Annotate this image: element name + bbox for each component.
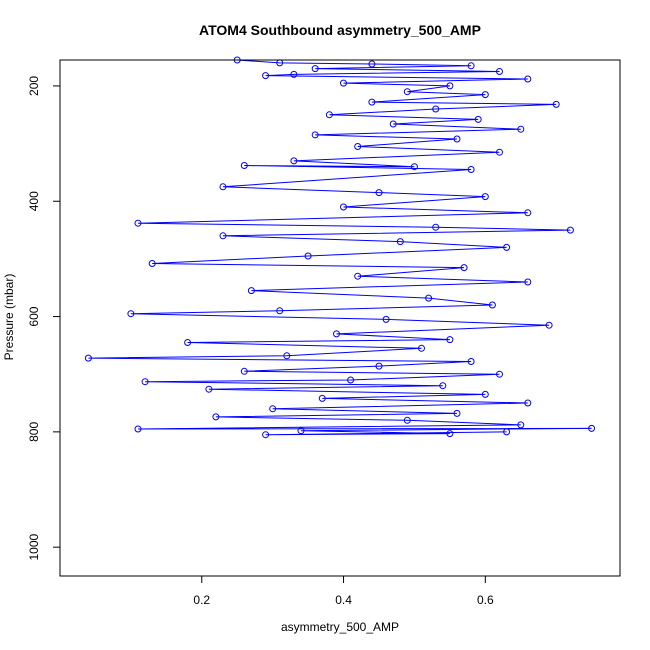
data-point: [262, 431, 270, 439]
data-point: [325, 111, 333, 119]
data-point: [205, 385, 213, 393]
data-point: [247, 287, 255, 295]
data-point: [283, 352, 291, 360]
data-point: [375, 362, 383, 370]
data-point: [488, 301, 496, 309]
data-point: [524, 278, 532, 286]
series-line: [88, 59, 592, 436]
data-point: [290, 157, 298, 165]
data-point: [517, 421, 525, 429]
data-point: [503, 243, 511, 251]
data-point: [588, 424, 596, 432]
chart-title: ATOM4 Southbound asymmetry_500_AMP: [199, 22, 481, 38]
data-point: [481, 193, 489, 201]
y-tick-label: 200: [27, 76, 41, 96]
data-point: [496, 148, 503, 156]
data-point: [446, 82, 454, 90]
data-point: [219, 183, 227, 191]
data-point: [460, 264, 468, 272]
data-point: [524, 399, 532, 407]
data-point: [545, 321, 553, 329]
y-tick-label: 800: [27, 422, 41, 442]
y-tick-label: 600: [27, 306, 41, 326]
data-point: [340, 79, 347, 87]
data-point: [368, 98, 376, 106]
y-tick-label: 1000: [27, 534, 41, 561]
data-point: [134, 425, 142, 433]
data-point: [481, 390, 489, 398]
y-axis: 200 400 600 800 1000: [27, 76, 60, 561]
data-point: [311, 131, 319, 139]
data-point: [453, 135, 461, 143]
data-point: [219, 232, 227, 240]
data-point: [496, 370, 503, 378]
data-point: [496, 68, 503, 75]
data-point: [467, 166, 475, 173]
data-point: [304, 252, 312, 260]
x-axis: 0.2 0.4 0.6: [193, 576, 494, 607]
data-point: [340, 203, 347, 211]
x-tick-label: 0.4: [335, 593, 352, 607]
data-point: [290, 70, 298, 78]
x-tick-label: 0.6: [477, 593, 494, 607]
data-point: [127, 310, 135, 318]
data-point: [446, 430, 454, 438]
data-point: [240, 162, 248, 169]
data-point: [552, 100, 560, 108]
y-axis-label: Pressure (mbar): [2, 274, 16, 361]
data-point: [481, 91, 489, 99]
data-point: [354, 272, 362, 280]
x-axis-label: asymmetry_500_AMP: [281, 620, 399, 634]
data-point: [333, 330, 340, 338]
data-point: [474, 115, 482, 123]
data-point: [276, 307, 284, 315]
data-point: [134, 219, 142, 227]
data-point: [453, 409, 461, 417]
data-point: [262, 72, 270, 80]
data-point: [240, 367, 248, 375]
data-point: [148, 260, 156, 267]
data-point: [403, 416, 411, 424]
data-point: [311, 65, 319, 73]
data-point: [566, 226, 574, 234]
data-point: [297, 427, 305, 435]
data-point: [375, 189, 383, 197]
data-point: [467, 358, 475, 365]
data-point: [517, 125, 525, 133]
data-point: [432, 105, 440, 113]
data-point: [382, 315, 390, 323]
plot-frame: [59, 59, 621, 577]
data-point: [467, 62, 475, 70]
y-tick-label: 400: [27, 191, 41, 211]
data-point: [269, 405, 277, 413]
data-point: [141, 378, 149, 386]
data-point: [524, 209, 532, 217]
data-point: [418, 344, 425, 352]
data-point: [368, 60, 376, 68]
data-point: [184, 339, 192, 346]
data-point: [354, 143, 362, 150]
x-tick-label: 0.2: [193, 593, 210, 607]
data-point: [389, 120, 397, 128]
data-point: [446, 336, 454, 344]
data-point: [84, 354, 92, 362]
data-point: [410, 163, 418, 171]
data-point: [439, 382, 447, 390]
data-point: [403, 88, 411, 96]
data-point: [432, 223, 440, 231]
data-point: [318, 394, 326, 402]
data-point: [425, 294, 433, 302]
data-point: [524, 75, 532, 83]
data-point: [347, 376, 355, 384]
data-point: [396, 238, 404, 246]
data-layer: [84, 56, 596, 439]
data-point: [212, 413, 220, 421]
data-point: [503, 428, 511, 436]
